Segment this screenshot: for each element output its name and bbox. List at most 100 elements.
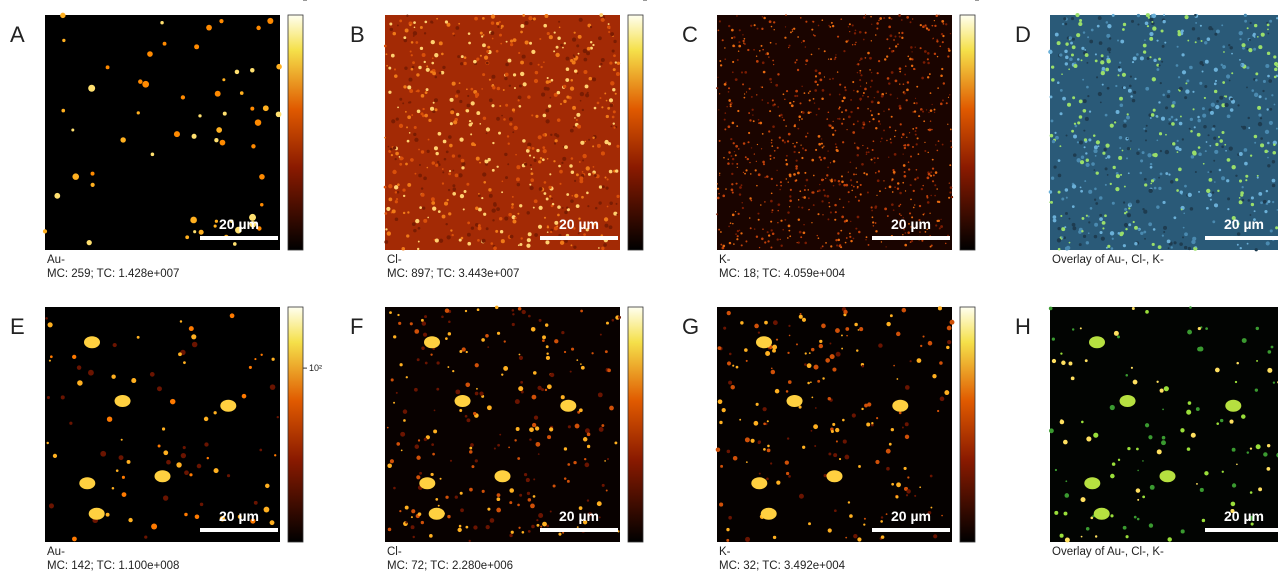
image-speck	[815, 407, 817, 409]
image-speck	[1122, 28, 1125, 31]
image-speck	[904, 244, 907, 247]
image-speck	[1123, 86, 1126, 89]
image-speck	[785, 460, 789, 464]
image-speck	[777, 73, 779, 75]
image-speck	[587, 499, 589, 501]
image-speck	[397, 314, 399, 316]
image-speck	[1051, 119, 1054, 122]
image-speck	[547, 32, 550, 35]
image-speck	[1248, 199, 1251, 202]
image-speck	[891, 180, 892, 181]
image-speck	[558, 165, 561, 168]
image-speck	[512, 313, 514, 315]
image-speck	[54, 193, 60, 199]
image-speck	[478, 193, 480, 195]
image-speck	[750, 25, 752, 27]
image-speck	[259, 174, 265, 180]
image-speck	[580, 310, 583, 313]
image-speck	[804, 92, 806, 94]
image-speck	[417, 248, 419, 250]
image-speck	[576, 204, 580, 208]
image-speck	[1049, 428, 1054, 433]
image-speck	[538, 160, 541, 163]
image-speck	[611, 125, 613, 127]
image-speck	[897, 43, 899, 45]
colorbar	[288, 15, 303, 250]
image-speck	[726, 106, 728, 108]
image-speck	[951, 146, 953, 148]
image-speck	[772, 209, 774, 211]
caption: MC: 259; TC: 1.428e+007	[47, 268, 179, 280]
image-speck	[857, 107, 859, 109]
image-speck	[387, 427, 389, 429]
image-speck	[1096, 140, 1100, 144]
image-speck	[455, 389, 460, 394]
image-speck	[413, 21, 416, 24]
image-speck	[607, 25, 611, 29]
image-speck	[736, 163, 738, 165]
image-speck	[1242, 186, 1244, 188]
image-speck	[461, 166, 464, 169]
image-speck	[510, 40, 513, 43]
panel-letter: C	[682, 22, 698, 47]
image-speck	[719, 140, 721, 142]
image-speck	[848, 171, 849, 172]
image-speck	[505, 104, 508, 107]
image-speck	[745, 169, 747, 171]
image-speck	[776, 170, 777, 171]
image-speck	[761, 99, 763, 101]
image-speck	[1086, 527, 1090, 531]
image-speck	[414, 126, 417, 129]
image-speck	[483, 117, 486, 120]
image-speck	[1053, 215, 1057, 219]
image-speck	[1219, 96, 1223, 100]
image-speck	[904, 175, 907, 178]
image-speck	[463, 208, 465, 210]
image-speck	[798, 115, 801, 118]
image-speck	[735, 154, 737, 156]
image-speck	[1206, 141, 1208, 143]
image-speck	[873, 157, 875, 159]
image-speck	[784, 141, 786, 143]
image-speck	[920, 47, 922, 49]
image-speck	[1244, 20, 1247, 23]
image-speck	[853, 534, 857, 538]
image-speck	[725, 188, 727, 190]
image-speck	[929, 213, 930, 214]
image-speck	[1112, 238, 1114, 240]
image-speck	[60, 13, 65, 18]
image-speck	[828, 112, 829, 113]
image-speck	[174, 131, 180, 137]
image-speck	[604, 460, 606, 462]
image-speck	[1131, 20, 1134, 23]
image-speck	[1118, 232, 1121, 235]
image-speck	[760, 86, 761, 87]
image-speck	[398, 322, 401, 325]
image-speck	[1118, 156, 1122, 160]
image-speck	[1071, 53, 1074, 56]
image-speck	[400, 363, 403, 366]
image-speck	[943, 82, 945, 84]
image-speck	[812, 191, 815, 194]
image-speck	[745, 240, 747, 242]
image-speck	[602, 484, 605, 487]
image-speck	[798, 152, 800, 154]
image-speck	[1117, 40, 1119, 42]
image-speck	[487, 405, 492, 410]
image-speck	[727, 361, 731, 365]
image-speck	[561, 162, 563, 164]
image-speck	[1213, 125, 1216, 128]
image-speck	[597, 144, 601, 148]
image-speck	[531, 525, 535, 529]
image-speck	[722, 39, 724, 41]
image-speck	[471, 226, 474, 229]
image-speck	[509, 534, 512, 537]
image-speck	[1109, 37, 1111, 39]
image-speck	[1093, 169, 1095, 171]
image-speck	[780, 114, 783, 117]
image-speck	[592, 44, 594, 46]
image-speck	[1214, 68, 1218, 72]
image-speck	[509, 117, 513, 121]
image-speck	[831, 22, 833, 24]
image-speck	[431, 62, 434, 65]
